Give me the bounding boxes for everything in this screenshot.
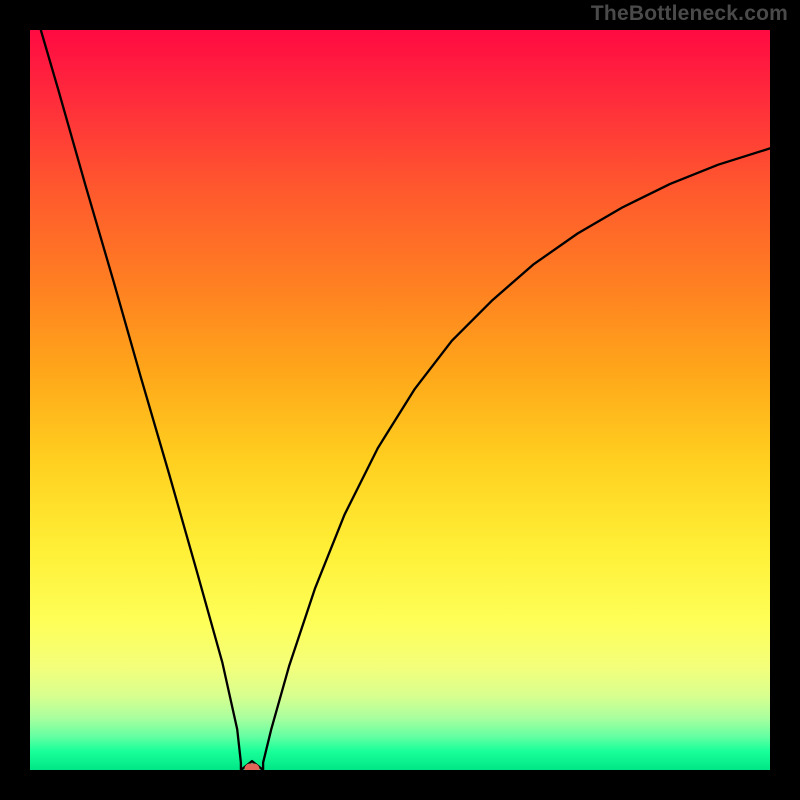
chart-frame: TheBottleneck.com xyxy=(0,0,800,800)
gradient-background xyxy=(30,30,770,770)
bottleneck-chart-svg xyxy=(0,0,800,800)
watermark-text: TheBottleneck.com xyxy=(591,2,788,26)
plot-area xyxy=(30,0,770,776)
